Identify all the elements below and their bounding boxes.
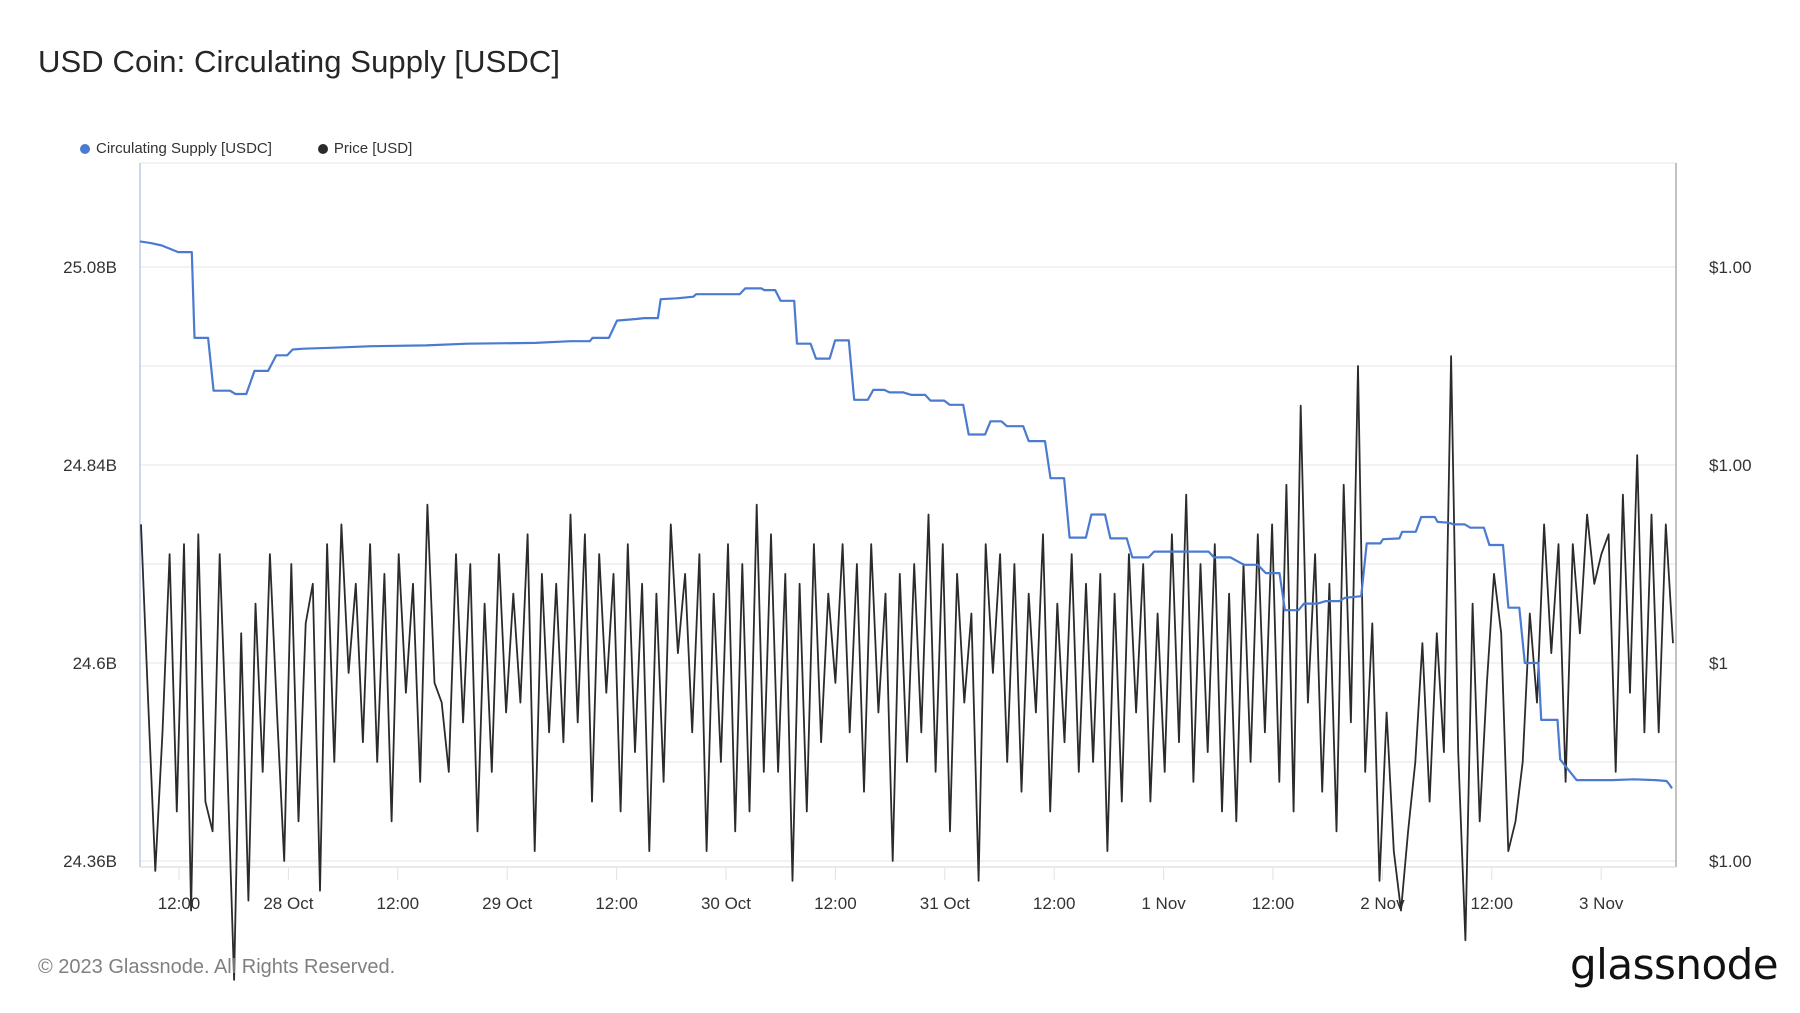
right-axis-tick-label: $1.00 [1709,852,1752,871]
right-axis-tick-label: $1.00 [1709,258,1752,277]
x-axis-tick-label: 30 Oct [701,894,751,913]
legend-label: Circulating Supply [USDC] [96,140,272,157]
price-series-line [140,355,1674,981]
left-axis-tick-label: 24.84B [63,456,117,475]
x-axis-ticks: 12:00 28 Oct 12:00 29 Oct 12:00 30 Oct 12:00 31… [158,867,1624,913]
left-axis-tick-label: 25.08B [63,258,117,277]
x-axis-tick-label: 12:00 [1252,894,1295,913]
x-axis-tick-label: 12:00 [158,894,201,913]
x-axis-tick-label: 3 Nov [1579,894,1624,913]
right-axis-tick-label: $1 [1709,654,1728,673]
legend-item-supply[interactable]: Circulating Supply [USDC] [80,140,272,157]
left-axis-tick-label: 24.6B [73,654,117,673]
left-axis-tick-label: 24.36B [63,852,117,871]
legend-label: Price [USD] [333,140,413,157]
x-axis-tick-label: 12:00 [377,894,420,913]
x-axis-tick-label: 12:00 [814,894,857,913]
x-axis-tick-label: 12:00 [1033,894,1076,913]
legend-item-price[interactable]: Price [USD] [317,140,413,157]
x-axis-tick-label: 28 Oct [263,894,313,913]
x-axis-tick-label: 12:00 [595,894,638,913]
chart-legend: Circulating Supply [USDC] Price [USD] [80,140,412,157]
left-y-axis-labels: 25.08B 24.84B 24.6B 24.36B [63,258,117,871]
x-axis-tick-label: 29 Oct [482,894,532,913]
x-axis-tick-label: 1 Nov [1141,894,1186,913]
x-axis-tick-label: 31 Oct [920,894,970,913]
supply-series-line [139,240,1673,790]
legend-dot-icon [80,143,90,154]
chart-title: USD Coin: Circulating Supply [USDC] [38,44,561,79]
x-axis-tick-label: 2 Nov [1360,894,1405,913]
right-y-axis-labels: $1.00 $1.00 $1 $1.00 [1709,258,1752,871]
right-axis-tick-label: $1.00 [1709,456,1752,475]
glassnode-logo[interactable]: glassnode [1570,940,1779,989]
legend-dot-icon [317,143,328,154]
x-axis-tick-label: 12:00 [1471,894,1514,913]
copyright-footer: © 2023 Glassnode. All Rights Reserved. [38,956,396,978]
